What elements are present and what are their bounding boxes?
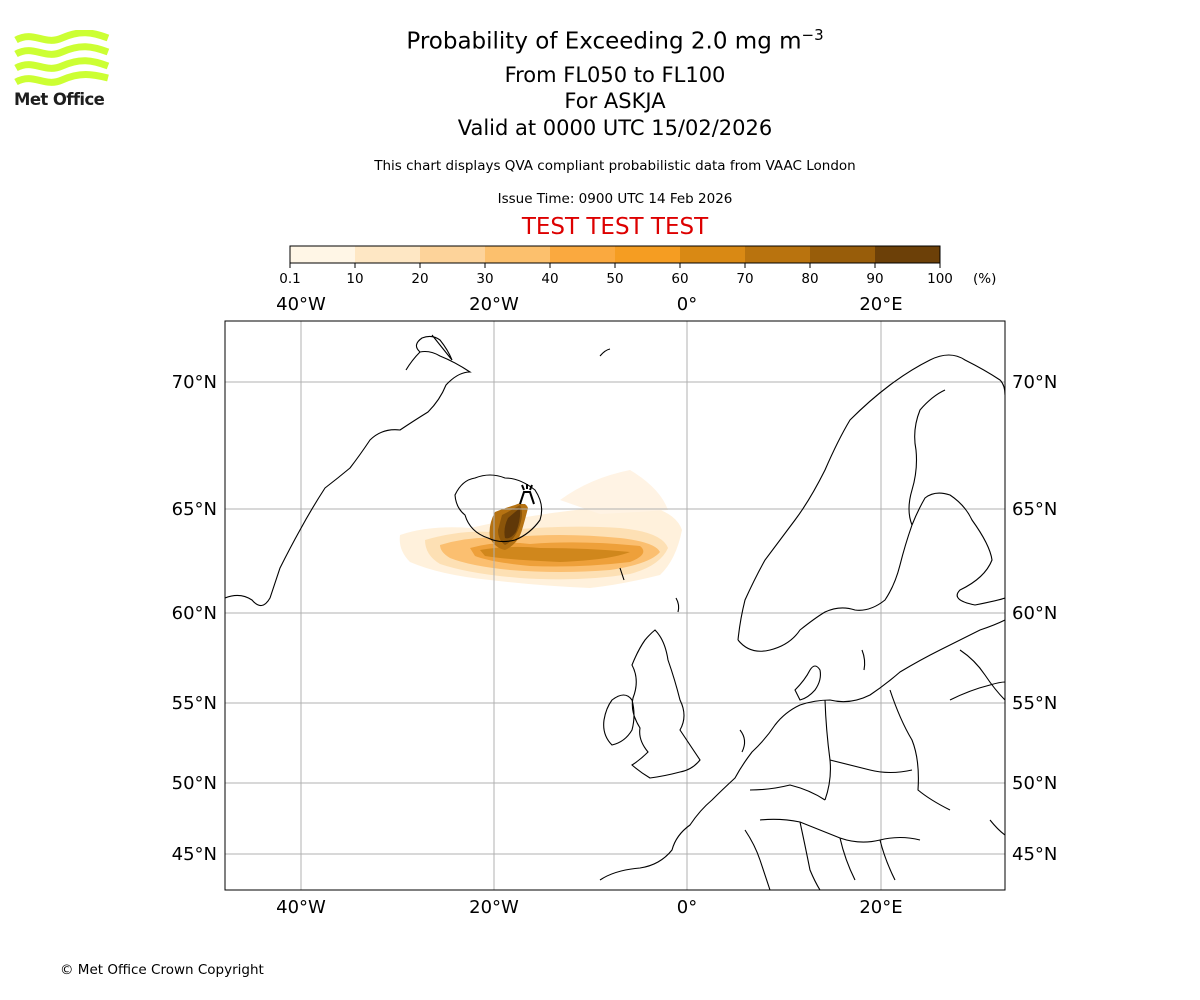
lon-label-top: 20°E	[859, 294, 902, 315]
lon-label-top: 0°	[677, 294, 697, 315]
map-background	[225, 321, 1005, 890]
logo-text: Met Office	[14, 90, 105, 109]
lat-label-left: 70°N	[172, 372, 217, 393]
colorbar-scale	[289, 245, 941, 268]
colorbar-segment	[680, 246, 746, 263]
axis-labels: 40°W 40°W 20°W 20°W 0° 0° 20°E 20°E 70°N 70°N 65°N…	[172, 294, 1058, 918]
lon-label-bottom: 0°	[677, 897, 697, 918]
lon-label-bottom: 20°W	[469, 897, 519, 918]
chart-title-superscript: −3	[801, 26, 824, 44]
lat-label-left: 55°N	[172, 693, 217, 714]
met-office-logo: Met Office	[14, 29, 110, 112]
ash-plume	[399, 470, 682, 588]
lat-label-right: 55°N	[1012, 693, 1057, 714]
colorbar-segment	[550, 246, 616, 263]
colorbar-tick-label: 80	[801, 271, 819, 287]
lat-label-right: 60°N	[1012, 603, 1057, 624]
colorbar-segment	[485, 246, 551, 263]
chart-title-text: Probability of Exceeding 2.0 mg m	[406, 28, 802, 55]
colorbar-tick-label: 40	[541, 271, 559, 287]
lon-label-top: 20°W	[469, 294, 519, 315]
valid-time: Valid at 0000 UTC 15/02/2026	[457, 116, 773, 140]
lat-label-left: 60°N	[172, 603, 217, 624]
colorbar-segment	[615, 246, 681, 263]
colorbar-tick-label: 70	[736, 271, 754, 287]
colorbar-segment	[875, 246, 941, 263]
test-banner: TEST TEST TEST	[521, 214, 709, 240]
colorbar-tick-label: 50	[606, 271, 624, 287]
map-frame	[224, 320, 1006, 891]
colorbar-segment	[420, 246, 486, 263]
lat-label-right: 50°N	[1012, 773, 1057, 794]
colorbar-unit: (%)	[973, 271, 997, 287]
lat-label-right: 45°N	[1012, 844, 1057, 865]
colorbar-segment	[355, 246, 421, 263]
volcano-name: For ASKJA	[564, 89, 666, 113]
colorbar-tick-label: 30	[476, 271, 494, 287]
colorbar-segment	[810, 246, 876, 263]
gridlines	[225, 321, 1005, 890]
flight-levels: From FL050 to FL100	[504, 63, 726, 87]
colorbar-tick-label: 90	[866, 271, 884, 287]
colorbar-tick-label: 20	[411, 271, 429, 287]
lat-label-right: 70°N	[1012, 372, 1057, 393]
chart-title: Probability of Exceeding 2.0 mg m−3	[0, 26, 1200, 55]
colorbar-segment	[290, 246, 356, 263]
met-office-wave-logo-icon	[14, 29, 110, 86]
colorbar-tick-label: 100	[927, 271, 953, 287]
lat-label-left: 45°N	[172, 844, 217, 865]
volcano-marker-icon	[519, 484, 535, 505]
disclaimer: This chart displays QVA compliant probab…	[374, 158, 856, 174]
lon-label-bottom: 40°W	[276, 897, 326, 918]
colorbar-tick-label: 0.1	[279, 271, 301, 287]
issue-time: Issue Time: 0900 UTC 14 Feb 2026	[497, 191, 733, 207]
lat-label-left: 65°N	[172, 499, 217, 520]
lon-label-bottom: 20°E	[859, 897, 902, 918]
copyright: © Met Office Crown Copyright	[60, 962, 264, 978]
colorbar-segment	[745, 246, 811, 263]
lat-label-left: 50°N	[172, 773, 217, 794]
colorbar-tick-label: 60	[671, 271, 689, 287]
colorbar: 0.1 10 20 30 40 50 60 70 80 90 100 (%)	[279, 244, 1020, 294]
lat-label-right: 65°N	[1012, 499, 1057, 520]
colorbar-tick-label: 10	[346, 271, 364, 287]
coastlines	[225, 334, 1005, 890]
lon-label-top: 40°W	[276, 294, 326, 315]
